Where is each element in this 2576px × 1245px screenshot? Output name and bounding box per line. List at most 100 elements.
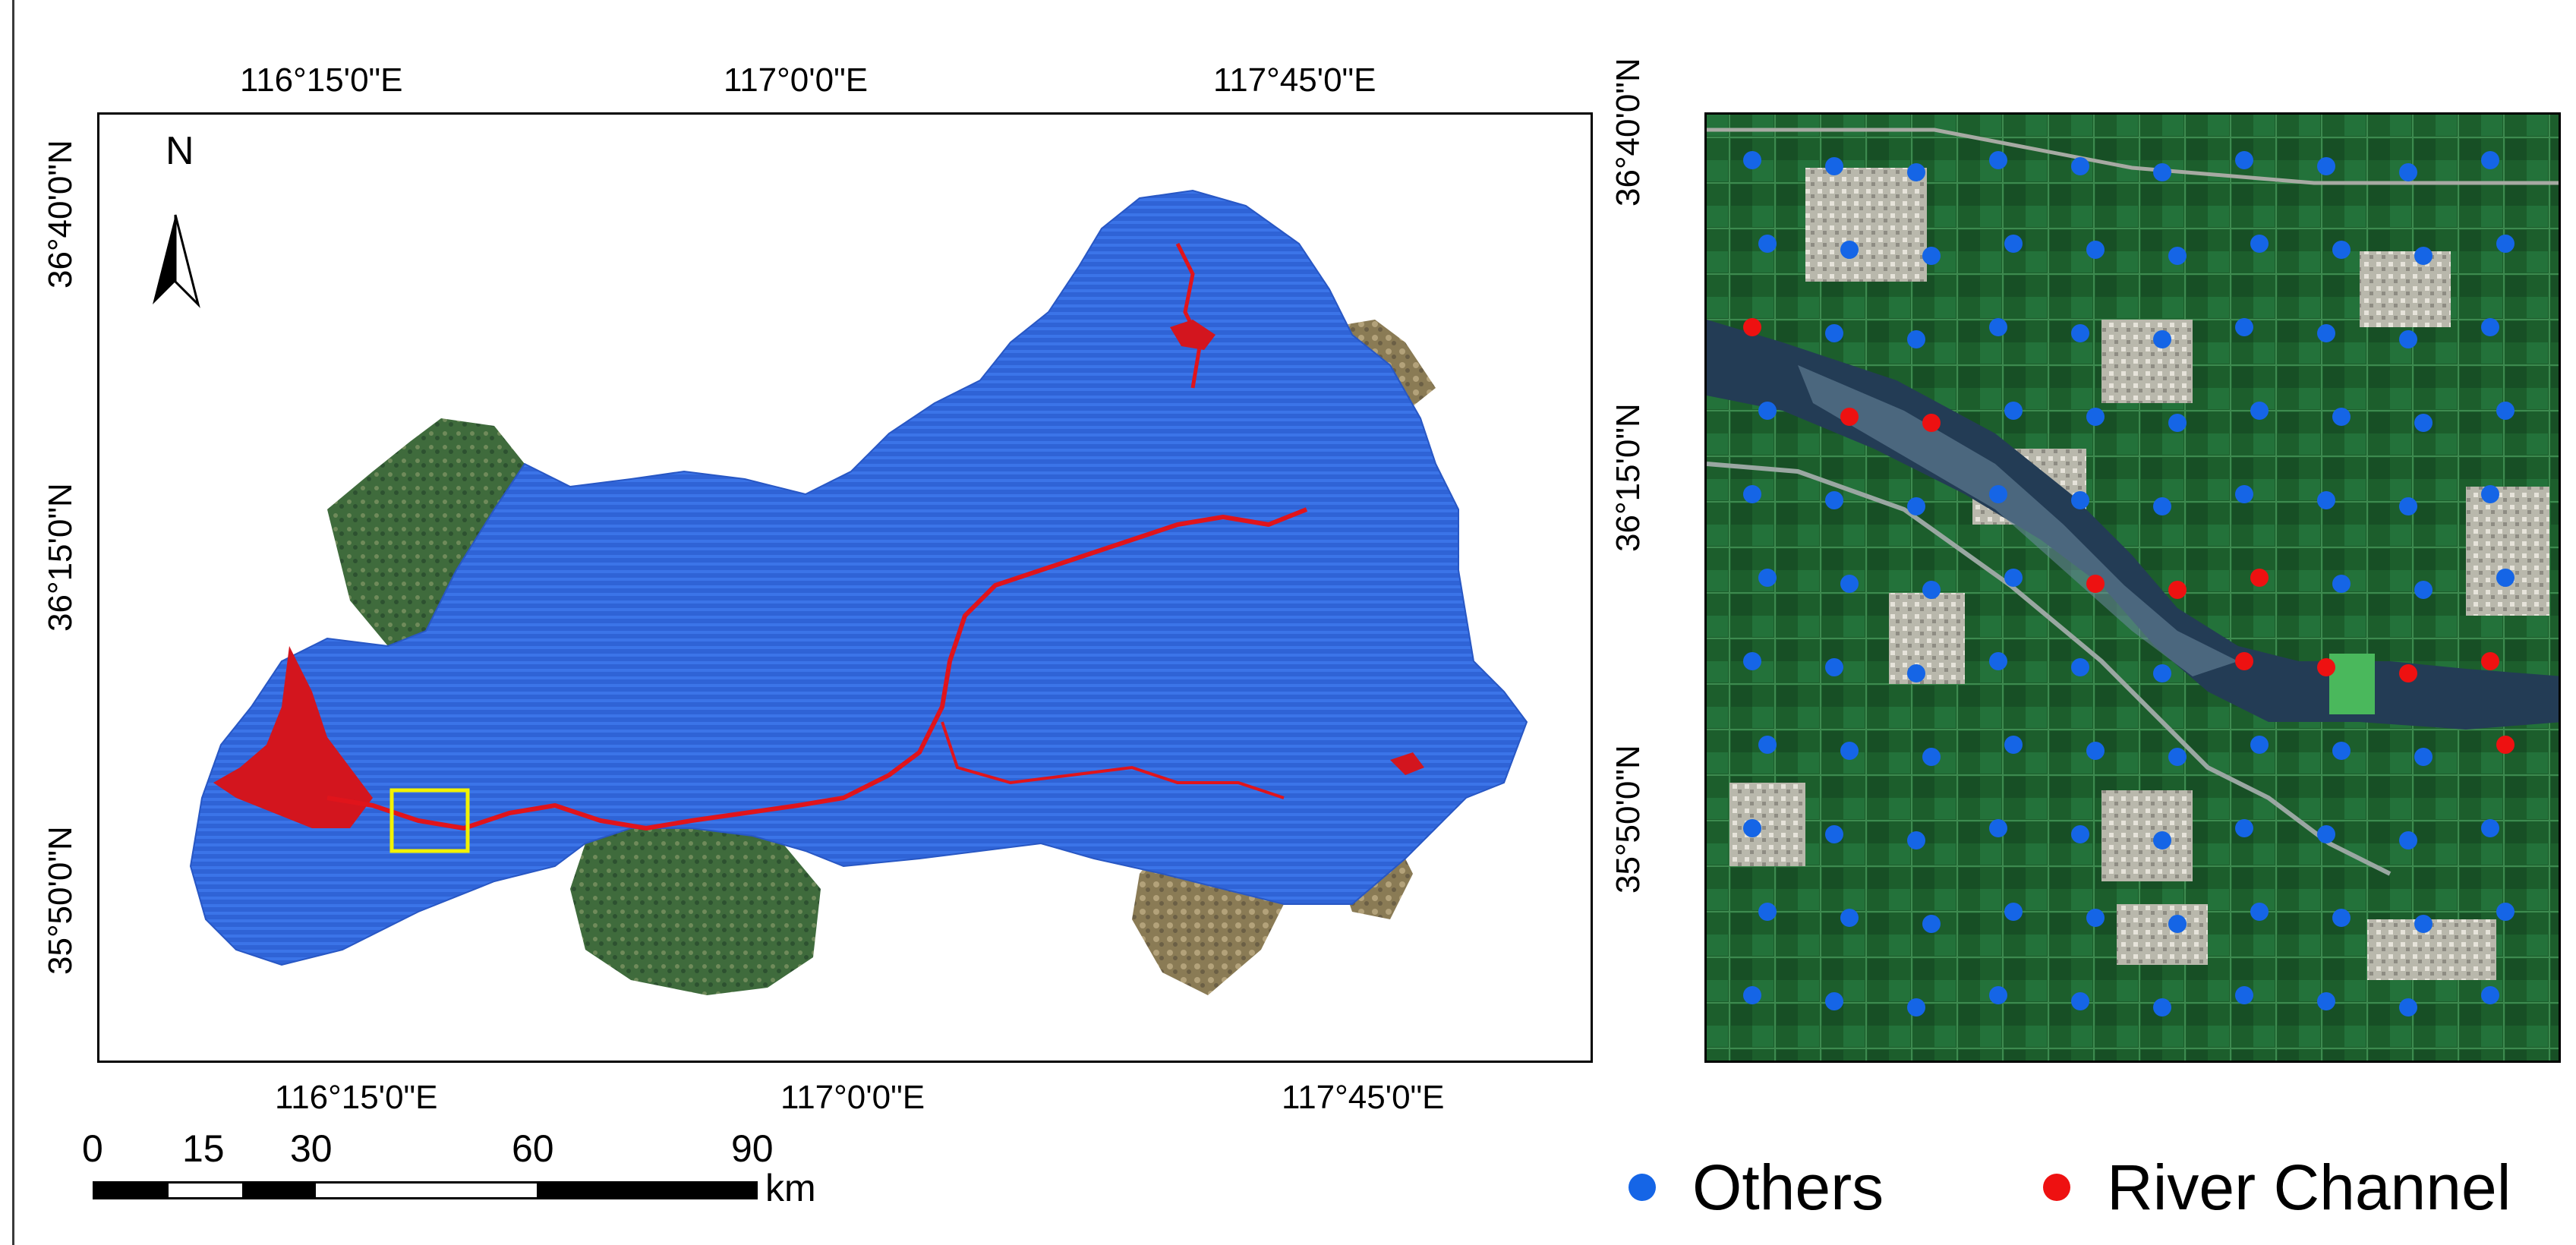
other-sample-point — [2414, 414, 2433, 432]
other-sample-point — [2414, 581, 2433, 599]
other-sample-point — [2481, 986, 2499, 1004]
reservoir-red-area — [213, 646, 373, 828]
inset-road — [1707, 128, 2559, 185]
other-sample-point — [2153, 998, 2171, 1016]
other-sample-point — [2071, 324, 2089, 342]
other-sample-point — [1825, 658, 1843, 676]
other-sample-point — [1758, 736, 1777, 754]
river-channel-sample-point — [2481, 652, 2499, 670]
village-patch — [1889, 593, 1965, 684]
village-patch — [2101, 320, 2193, 403]
inset-satellite-svg — [1707, 115, 2559, 1061]
other-sample-point — [1758, 569, 1777, 587]
satellite-patch-south-city — [570, 821, 821, 995]
river-channel-sample-point — [2496, 736, 2515, 754]
other-sample-point — [2496, 235, 2515, 253]
scale-unit: km — [765, 1167, 816, 1209]
left-lat-label-3: 35°50'0"N — [42, 826, 79, 975]
river-branch-north — [1175, 242, 1203, 389]
other-sample-point — [2399, 330, 2417, 348]
other-sample-point — [2317, 825, 2335, 843]
other-sample-point — [2071, 825, 2089, 843]
other-sample-point — [2153, 664, 2171, 682]
other-sample-point — [1840, 241, 1859, 259]
other-sample-point — [2086, 408, 2105, 426]
village-patch — [2466, 487, 2549, 616]
river-channel-sample-point — [2086, 575, 2105, 593]
scale-tick-90: 90 — [731, 1127, 774, 1170]
reservoir-east — [1390, 752, 1424, 775]
other-sample-point — [2168, 247, 2187, 265]
other-sample-point — [1989, 485, 2007, 503]
right-lat-label-1: 36°40'0"N — [1610, 58, 1647, 206]
other-sample-point — [1825, 157, 1843, 175]
right-lat-label-2: 36°15'0"N — [1610, 403, 1647, 552]
scale-segment-5 — [537, 1184, 755, 1197]
other-sample-point — [2004, 569, 2023, 587]
village-patch — [1729, 783, 1805, 866]
right-lat-label-3: 35°50'0"N — [1610, 745, 1647, 894]
other-sample-point — [2317, 992, 2335, 1010]
scale-bar — [93, 1181, 758, 1199]
other-sample-point — [2004, 736, 2023, 754]
legend-item-river-channel: River Channel — [2043, 1155, 2511, 1219]
north-label: N — [166, 129, 194, 173]
other-sample-point — [2317, 324, 2335, 342]
bottom-lon-label-1: 116°15'0"E — [275, 1079, 438, 1116]
other-sample-point — [2071, 992, 2089, 1010]
legend-label-river-channel: River Channel — [2107, 1152, 2511, 1223]
other-sample-point — [1922, 247, 1941, 265]
other-sample-point — [2235, 986, 2253, 1004]
other-sample-point — [2332, 575, 2351, 593]
other-sample-point — [2071, 658, 2089, 676]
river-channel-sample-point — [2250, 569, 2269, 587]
other-sample-point — [1840, 909, 1859, 927]
other-sample-point — [2414, 247, 2433, 265]
other-sample-point — [2235, 485, 2253, 503]
other-sample-point — [1922, 915, 1941, 933]
other-sample-point — [2317, 491, 2335, 509]
scale-tick-30: 30 — [290, 1127, 333, 1170]
other-sample-point — [1840, 742, 1859, 760]
other-sample-point — [2332, 742, 2351, 760]
scale-segment-3 — [242, 1184, 316, 1197]
other-sample-point — [2481, 151, 2499, 169]
main-map-svg — [153, 189, 1528, 995]
river-channel-sample-point — [2168, 581, 2187, 599]
other-sample-point — [2399, 163, 2417, 181]
inset-embankment — [1707, 462, 2392, 876]
other-sample-point — [2153, 163, 2171, 181]
other-sample-point — [2250, 402, 2269, 420]
other-sample-point — [2250, 903, 2269, 921]
other-sample-point — [1989, 986, 2007, 1004]
other-sample-point — [2481, 819, 2499, 837]
other-sample-point — [2168, 414, 2187, 432]
other-sample-point — [2235, 151, 2253, 169]
other-sample-point — [2086, 909, 2105, 927]
other-sample-point — [1758, 402, 1777, 420]
river-channel-sample-point — [1840, 408, 1859, 426]
legend-dot-river-channel — [2043, 1174, 2071, 1201]
other-sample-point — [1907, 831, 1925, 849]
legend-dot-others — [1629, 1174, 1656, 1201]
river-channel-sample-point — [1922, 414, 1941, 432]
top-lon-label-1: 116°15'0"E — [240, 61, 403, 99]
other-sample-point — [2004, 235, 2023, 253]
other-sample-point — [1758, 903, 1777, 921]
other-sample-point — [1922, 581, 1941, 599]
bottom-lon-label-3: 117°45'0"E — [1282, 1079, 1445, 1116]
other-sample-point — [2399, 831, 2417, 849]
left-lat-label-2: 36°15'0"N — [42, 483, 79, 632]
scale-tick-0: 0 — [82, 1127, 103, 1170]
left-lat-label-1: 36°40'0"N — [42, 140, 79, 288]
other-sample-point — [1922, 748, 1941, 766]
other-sample-point — [2250, 736, 2269, 754]
north-arrow-icon — [153, 214, 200, 308]
bottom-lon-label-2: 117°0'0"E — [780, 1079, 925, 1116]
other-sample-point — [2399, 998, 2417, 1016]
other-sample-point — [2004, 402, 2023, 420]
river-channel-sample-point — [2317, 658, 2335, 676]
other-sample-point — [2235, 318, 2253, 336]
river-channel-sample-point — [2235, 652, 2253, 670]
inset-river-haze — [1798, 365, 2238, 676]
